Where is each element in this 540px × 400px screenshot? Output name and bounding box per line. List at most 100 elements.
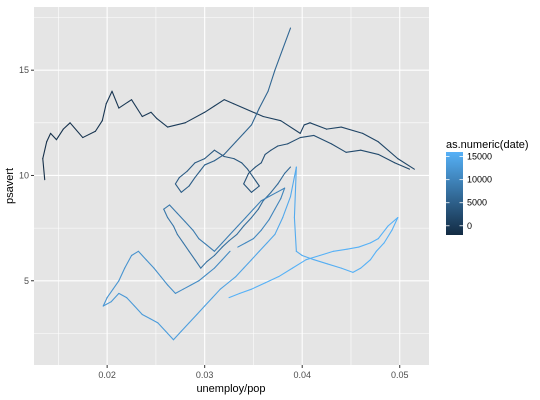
- path-segment: [174, 288, 184, 294]
- legend-break-label: 0: [467, 221, 472, 231]
- path-segment: [137, 250, 147, 261]
- path-segment: [42, 158, 46, 181]
- path-segment: [223, 141, 237, 155]
- path-segment: [157, 322, 167, 332]
- path-segment: [206, 254, 215, 263]
- path-segment: [105, 90, 113, 105]
- path-segment: [130, 99, 143, 118]
- path-segment: [62, 122, 71, 130]
- path-segment: [268, 208, 276, 221]
- legend-title: as.numeric(date): [446, 139, 529, 151]
- path-segment: [188, 177, 196, 187]
- path-segment: [184, 221, 194, 231]
- path-segment: [223, 155, 235, 160]
- path-segment: [188, 313, 198, 324]
- path-segment: [250, 185, 260, 193]
- path-segment: [111, 90, 120, 109]
- path-segment: [303, 122, 311, 126]
- path-segment: [211, 288, 221, 299]
- path-segment: [229, 225, 239, 235]
- path-segment: [369, 250, 377, 261]
- path-segment: [94, 120, 103, 132]
- path-segment: [204, 160, 215, 166]
- path-segment: [196, 305, 206, 316]
- path-segment: [362, 132, 379, 143]
- path-segment: [188, 250, 196, 261]
- path-segment: [101, 103, 107, 122]
- path-segment: [250, 282, 266, 290]
- path-segment: [377, 141, 399, 160]
- path-segment: [118, 267, 126, 282]
- path-segment: [245, 208, 254, 219]
- path-segment: [180, 185, 190, 193]
- path-segment: [118, 292, 128, 299]
- y-tick-label: 5: [24, 276, 29, 286]
- path-segment: [176, 212, 186, 223]
- path-segment: [330, 143, 347, 153]
- path-segment: [299, 134, 315, 139]
- path-segment: [190, 280, 200, 286]
- path-segment: [250, 208, 259, 219]
- path-segment: [130, 250, 139, 257]
- x-tick-label: 0.03: [196, 370, 214, 380]
- path-segment: [233, 103, 264, 118]
- path-segment: [213, 259, 223, 269]
- path-segment: [42, 141, 48, 160]
- path-segment: [260, 195, 270, 202]
- path-segment: [284, 166, 292, 174]
- path-segment: [213, 246, 223, 257]
- path-segment: [289, 166, 297, 198]
- path-segment: [167, 284, 176, 294]
- path-segment: [82, 130, 96, 139]
- path-segment: [352, 267, 362, 273]
- path-segment: [270, 145, 279, 151]
- path-segment: [213, 99, 225, 107]
- path-segment: [262, 115, 282, 122]
- y-tick-label: 10: [19, 170, 29, 180]
- path-segment: [274, 48, 284, 71]
- path-segment: [282, 27, 292, 50]
- path-segment: [236, 225, 245, 235]
- path-segment: [257, 200, 264, 210]
- path-segment: [305, 254, 321, 261]
- path-segment: [194, 259, 202, 269]
- path-segment: [258, 242, 268, 252]
- path-segment: [369, 238, 379, 244]
- path-segment: [221, 240, 230, 248]
- path-segment: [280, 120, 301, 134]
- path-segment: [163, 204, 171, 210]
- plot-panel: [34, 7, 429, 365]
- path-segment: [165, 330, 175, 341]
- path-segment: [345, 149, 362, 153]
- path-segment: [176, 233, 184, 244]
- path-segment: [227, 276, 237, 284]
- x-tick-label: 0.02: [98, 370, 116, 380]
- path-segment: [160, 276, 169, 286]
- path-segment: [204, 105, 215, 113]
- path-segment: [124, 254, 133, 269]
- path-segment: [228, 233, 238, 242]
- path-segment: [182, 242, 190, 252]
- path-segment: [213, 242, 223, 252]
- path-segment: [194, 170, 201, 179]
- path-segment: [266, 233, 276, 244]
- path-segment: [397, 158, 415, 170]
- path-segment: [340, 267, 354, 273]
- path-segment: [206, 267, 215, 275]
- path-segment: [258, 90, 269, 109]
- path-segment: [55, 128, 64, 141]
- y-axis-title: psavert: [4, 168, 16, 204]
- path-segment: [163, 208, 169, 219]
- path-segment: [221, 250, 231, 261]
- path-segment: [291, 259, 307, 269]
- path-segment: [346, 246, 360, 250]
- path-segment: [267, 69, 276, 92]
- path-segment: [141, 111, 152, 118]
- path-segment: [243, 124, 253, 134]
- path-segment: [250, 250, 260, 261]
- path-segment: [206, 244, 215, 252]
- path-segment: [241, 162, 249, 170]
- path-segment: [178, 170, 188, 179]
- legend-colorbar: [446, 152, 463, 235]
